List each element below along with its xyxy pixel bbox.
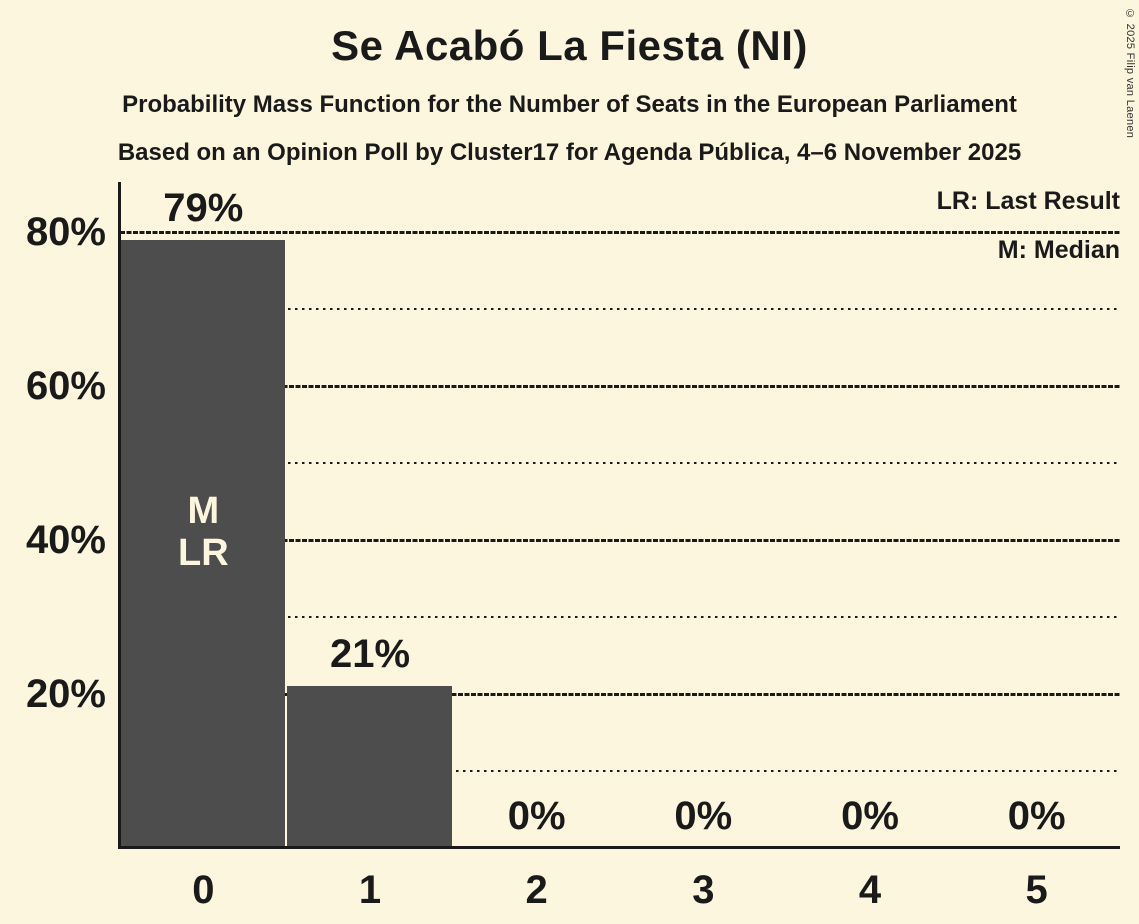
x-axis-tick-label-4: 4 [858,868,882,912]
x-axis-tick-label-5: 5 [1025,868,1048,912]
major-gridline-40 [120,538,1120,542]
legend-last-result: LR: Last Result [936,187,1120,215]
x-axis-tick-label-2: 2 [525,868,548,912]
y-axis-tick-label: 40% [25,518,106,562]
minor-gridline-70 [120,307,1120,311]
x-axis-tick-label-1: 1 [358,868,382,912]
x-axis-line [117,845,1120,849]
chart-poll-source: Based on an Opinion Poll by Cluster17 fo… [117,139,1022,166]
median-last-result-annotation: M LR [178,490,229,574]
bar-value-label-4: 0% [841,794,899,838]
chart-subtitle: Probability Mass Function for the Number… [122,91,1017,118]
bar-value-label-2: 0% [507,794,566,838]
copyright-note: © 2025 Filip van Laenen [1124,8,1136,139]
x-axis-tick-label-3: 3 [692,868,715,912]
x-axis-tick-label-0: 0 [192,868,215,912]
bar-seats-0 [120,239,286,848]
y-axis-line [117,182,121,849]
major-gridline-60 [120,384,1120,388]
legend-median: M: Median [997,236,1120,264]
y-axis-tick-label: 80% [25,210,106,254]
bar-value-label-1: 21% [329,632,411,677]
bar-value-label-5: 0% [1007,794,1066,838]
bar-value-label-0: 79% [163,185,244,230]
minor-gridline-30 [120,615,1120,619]
chart-title: Se Acabó La Fiesta (NI) [331,22,808,69]
major-gridline-20 [120,692,1120,696]
bar-value-label-3: 0% [674,794,733,838]
y-axis-tick-label: 60% [25,364,106,408]
y-axis-tick-label: 20% [25,672,106,716]
major-gridline-80 [120,230,1120,234]
minor-gridline-10 [120,769,1120,773]
bar-seats-1 [286,686,452,848]
minor-gridline-50 [120,461,1120,465]
